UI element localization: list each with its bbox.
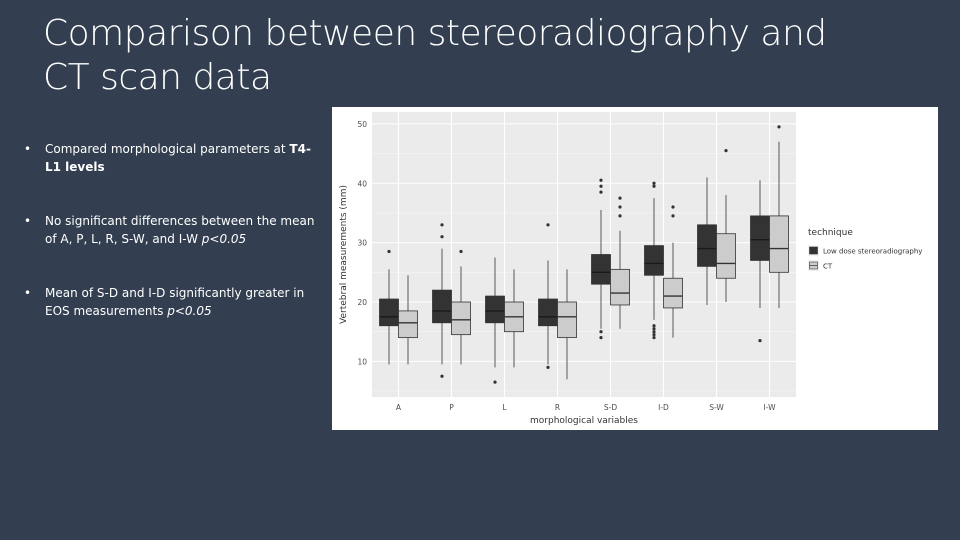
outlier-point (652, 327, 656, 331)
bullet-text: Mean of S-D and I-D significantly greate… (45, 286, 305, 318)
outlier-point (599, 178, 603, 182)
x-tick-label: I-D (658, 403, 669, 412)
box-ct (557, 269, 577, 380)
box-low-dose (750, 180, 770, 343)
bullet-bold-text: T4-L1 levels (45, 142, 311, 174)
legend-label: Low dose stereoradiography (823, 248, 922, 256)
box-body (769, 215, 789, 273)
outlier-point (546, 223, 550, 227)
box-body (485, 295, 505, 324)
boxplot-svg: 10 20 30 40 50 A P L R S-D I-D S-W I-W morphological … (339, 112, 922, 426)
legend-label: CT (823, 263, 833, 271)
outlier-point (546, 365, 550, 369)
outlier-point (440, 374, 444, 378)
y-tick-label: 50 (357, 120, 367, 129)
outlier-point (599, 184, 603, 188)
box-low-dose (432, 223, 452, 378)
outlier-point (440, 223, 444, 227)
box-body (398, 310, 418, 339)
box-body (591, 254, 611, 285)
x-tick-label: S-W (709, 403, 724, 412)
x-tick-label: P (449, 403, 454, 412)
x-tick-label: R (555, 403, 560, 412)
y-tick-label: 40 (357, 179, 367, 188)
outlier-point (652, 330, 656, 334)
bullet-dot-icon: • (24, 142, 32, 156)
bullet-dot-icon: • (24, 214, 32, 228)
legend-title: technique (808, 228, 853, 238)
outlier-point (599, 336, 603, 340)
y-tick-label: 10 (357, 357, 367, 366)
y-tick-label: 30 (357, 239, 367, 248)
slide-title: Comparison between stereoradiography and… (43, 12, 863, 100)
outlier-point (777, 125, 781, 129)
slide-title-line-1: Comparison between stereoradiography and (43, 13, 827, 54)
outlier-point (459, 249, 463, 254)
box-body (557, 301, 577, 339)
boxplot-chart: 10 20 30 40 50 A P L R S-D I-D S-W I-W morphological … (332, 107, 938, 430)
box-body (432, 289, 452, 324)
box-low-dose (644, 181, 664, 340)
outlier-point (758, 338, 762, 343)
box-ct (398, 275, 418, 365)
outlier-point (652, 333, 656, 337)
box-body (697, 224, 717, 267)
bullet-text: No significant differences between the m… (45, 214, 315, 246)
outlier-point (387, 249, 391, 254)
outlier-point (440, 235, 444, 239)
box-ct (610, 196, 630, 329)
outlier-point (618, 205, 622, 209)
outlier-point (618, 196, 622, 200)
outlier-point (618, 214, 622, 218)
bullet-item: • Compared morphological parameters at T… (24, 140, 324, 176)
box-body (451, 301, 471, 336)
x-tick-label: A (396, 403, 402, 412)
box-ct (769, 125, 789, 308)
box-low-dose (379, 249, 399, 365)
outlier-point (493, 380, 497, 384)
box-low-dose (697, 177, 717, 305)
slide-title-line-2: CT scan data (43, 57, 272, 98)
box-ct (663, 205, 683, 338)
bullet-italic-text: p<0.05 (201, 232, 247, 246)
box-body (750, 215, 770, 261)
x-tick-label: S-D (604, 403, 617, 412)
box-ct (504, 269, 524, 368)
outlier-point (599, 190, 603, 194)
x-tick-label: I-W (763, 403, 776, 412)
box-low-dose (591, 178, 611, 340)
bullet-item: • No significant differences between the… (24, 212, 324, 248)
x-tick-label: L (502, 403, 507, 412)
outlier-point (652, 336, 656, 340)
outlier-point (652, 184, 656, 188)
outlier-point (724, 148, 728, 153)
y-tick-label: 20 (357, 298, 367, 307)
outlier-point (652, 181, 656, 185)
bullet-text: Compared morphological parameters at (45, 142, 290, 156)
box-body (610, 268, 630, 306)
x-axis-title: morphological variables (530, 416, 638, 426)
outlier-point (652, 324, 656, 328)
box-ct (716, 148, 736, 302)
box-low-dose (538, 223, 558, 369)
box-body (644, 245, 664, 276)
y-axis-title: Vertebral measurements (mm) (339, 185, 349, 324)
box-body (379, 298, 399, 327)
outlier-point (671, 214, 675, 218)
bullet-dot-icon: • (24, 286, 32, 300)
outlier-point (599, 330, 603, 334)
box-body (538, 298, 558, 327)
box-body (663, 277, 683, 309)
box-ct (451, 249, 471, 365)
bullet-list: • Compared morphological parameters at T… (24, 140, 324, 356)
bullet-item: • Mean of S-D and I-D significantly grea… (24, 284, 324, 320)
bullet-italic-text: p<0.05 (167, 304, 212, 318)
box-body (716, 233, 736, 279)
outlier-point (671, 205, 675, 209)
